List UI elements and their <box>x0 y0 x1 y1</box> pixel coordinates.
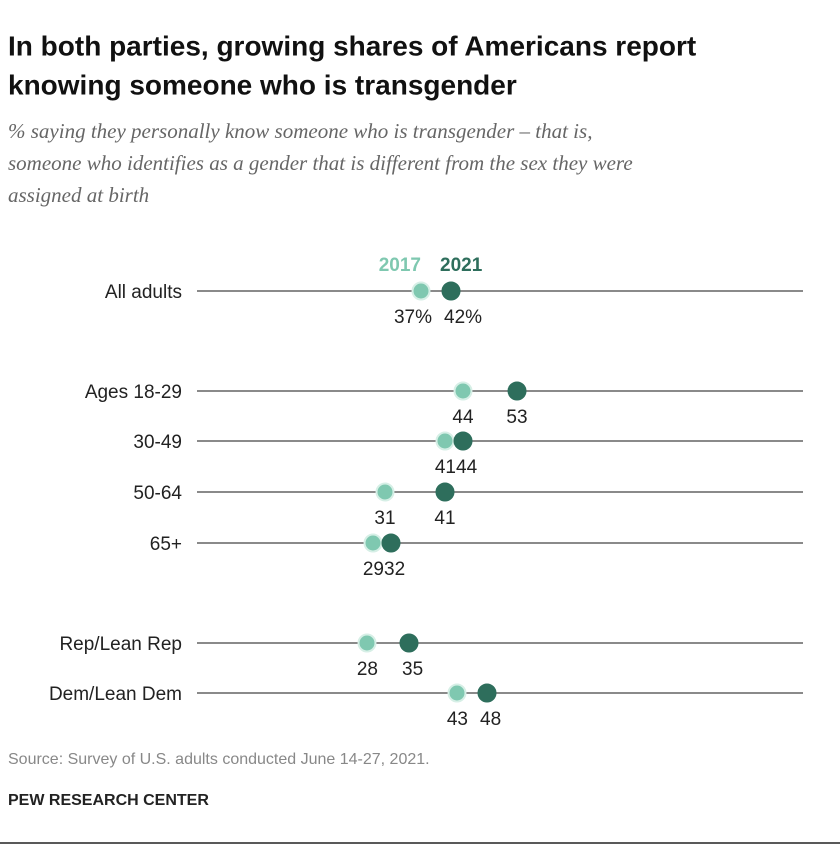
dot <box>399 633 419 653</box>
category-label: 30-49 <box>133 432 182 453</box>
category-label: 50-64 <box>133 483 182 504</box>
dot <box>363 533 383 553</box>
value-label: 37% <box>394 307 432 328</box>
dot <box>507 381 527 401</box>
value-label: 44 <box>452 407 474 428</box>
value-label: 32 <box>384 559 405 580</box>
dot <box>357 633 377 653</box>
category-label: Ages 18-29 <box>85 382 182 403</box>
dot <box>411 281 431 301</box>
dot <box>435 431 455 451</box>
subtitle: % saying they personally know someone wh… <box>8 119 592 143</box>
value-label: 28 <box>357 659 378 680</box>
source: Source: Survey of U.S. adults conducted … <box>8 751 430 768</box>
dot <box>447 683 467 703</box>
subtitle: assigned at birth <box>8 183 149 207</box>
value-label: 44 <box>456 457 478 478</box>
dot <box>453 381 473 401</box>
value-label: 53 <box>506 407 527 428</box>
value-label: 43 <box>447 709 468 730</box>
category-label: All adults <box>105 282 182 303</box>
dot <box>435 482 455 502</box>
chart-title: In both parties, growing shares of Ameri… <box>8 30 696 61</box>
subtitle: someone who identifies as a gender that … <box>8 151 633 175</box>
category-label: Rep/Lean Rep <box>59 634 182 655</box>
dot <box>381 533 401 553</box>
value-label: 29 <box>363 559 384 580</box>
category-label: 65+ <box>150 534 182 555</box>
dot <box>441 281 461 301</box>
value-label: 48 <box>480 709 501 730</box>
dot <box>453 431 473 451</box>
value-label: 31 <box>374 508 395 529</box>
category-label: Dem/Lean Dem <box>49 684 182 705</box>
value-label: 42% <box>444 307 482 328</box>
chart-title: knowing someone who is transgender <box>8 69 517 100</box>
value-label: 35 <box>402 659 423 680</box>
legend-label: 2017 <box>379 255 421 276</box>
dot <box>375 482 395 502</box>
value-label: 41 <box>435 457 456 478</box>
legend-label: 2021 <box>440 255 483 276</box>
value-label: 41 <box>434 508 455 529</box>
dot <box>477 683 497 703</box>
org-name: PEW RESEARCH CENTER <box>8 792 209 809</box>
